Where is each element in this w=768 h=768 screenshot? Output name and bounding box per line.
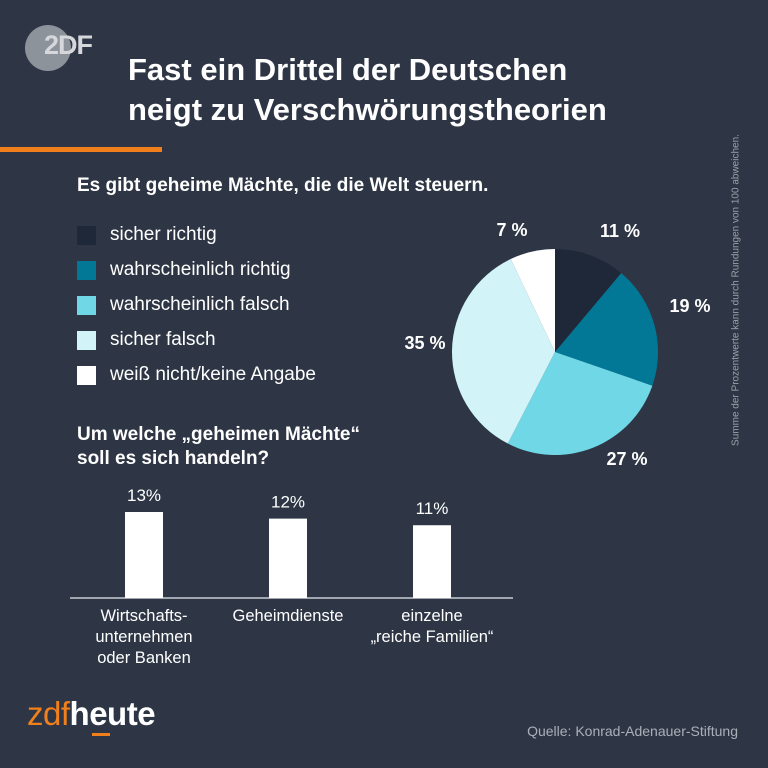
title-line-2: neigt zu Verschwörungstheorien [128,92,607,127]
bar-value-label: 11% [416,499,449,518]
bar-value-label: 13% [127,486,161,505]
bar-title-line-2: soll es sich handeln? [77,448,270,469]
source: Quelle: Konrad-Adenauer-Stiftung [527,723,738,739]
brand-suffix: heute [69,695,156,732]
category-line: oder Banken [97,649,191,667]
legend-swatch [77,365,96,385]
pie-slice [510,249,555,352]
bar [125,512,163,598]
accent-rule [0,147,162,152]
legend-label: sicher richtig [110,224,217,245]
page-title: Fast ein Drittel der Deutschen neigt zu … [128,50,607,130]
pie-slice [452,258,555,444]
zdf-logo [25,25,71,71]
zdfheute-logo: zdfheute [27,695,156,733]
pie-title: Es gibt geheime Mächte, die die Welt ste… [77,175,489,196]
legend-swatch [77,260,96,280]
pie-slice [555,273,658,386]
legend-item: wahrscheinlich falsch [77,294,290,316]
legend-item: weiß nicht/keine Angabe [77,364,316,386]
category-line: „reiche Familien“ [370,628,494,646]
category-line: Wirtschafts- [100,607,188,625]
pie-slice [555,249,622,352]
title-line-1: Fast ein Drittel der Deutschen [128,52,568,87]
bar-title-line-1: Um welche „geheimen Mächte“ [77,424,360,445]
brand-prefix: zdf [27,695,70,732]
legend-swatch [77,295,96,315]
brand-underline [92,733,110,736]
pie-label: 7 % [496,220,527,240]
bar-value-label: 12% [271,493,305,512]
pie-label: 35 % [404,333,445,353]
bar-category-label: Wirtschafts-unternehmen oder Banken [69,606,219,669]
bar-category-label: einzelne „reiche Familien“ [357,606,507,648]
legend-swatch [77,330,96,350]
bar [269,518,307,598]
legend-item: wahrscheinlich richtig [77,259,291,281]
pie-slice [507,352,653,455]
bar-category-label: Geheimdienste [213,606,363,627]
legend-label: wahrscheinlich richtig [110,259,291,280]
legend-label: weiß nicht/keine Angabe [110,364,316,385]
legend-label: wahrscheinlich falsch [110,294,290,315]
category-line: einzelne [401,607,463,625]
legend-label: sicher falsch [110,329,216,350]
pie-label: 19 % [669,296,710,316]
category-line: Geheimdienste [232,607,344,625]
legend-item: sicher falsch [77,329,216,351]
zdf-logo-text: 2DF [44,30,93,60]
bar [413,525,451,598]
pie-label: 27 % [606,449,647,469]
category-line: unternehmen [95,628,193,646]
legend-swatch [77,225,96,245]
pie-label: 11 % [600,221,640,241]
legend-item: sicher richtig [77,224,217,246]
bar-title: Um welche „geheimen Mächte“ soll es sich… [77,423,360,471]
rounding-note: Summe der Prozentwerte kann durch Rundun… [730,134,742,446]
